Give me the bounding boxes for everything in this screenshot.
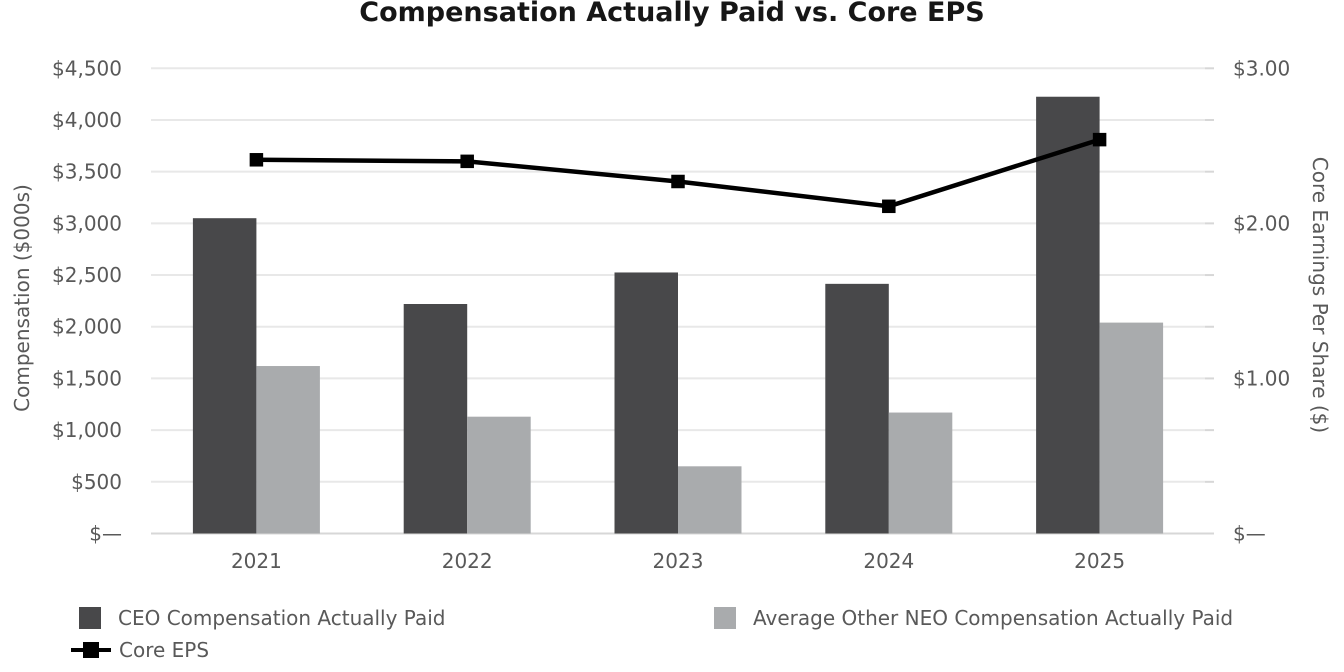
left-axis-tick-label: $500 <box>71 470 122 494</box>
bar-neo-2023 <box>678 466 742 534</box>
legend-label-eps: Core EPS <box>119 638 210 662</box>
right-axis-title: Core Earnings Per Share ($) <box>1308 156 1332 434</box>
right-axis-tick-label: $— <box>1233 522 1266 546</box>
left-axis-title: Compensation ($000s) <box>10 184 34 412</box>
eps-marker-2025 <box>1092 132 1107 147</box>
right-axis-tick-label: $1.00 <box>1233 366 1290 390</box>
left-axis-tick-label: $4,500 <box>52 56 122 80</box>
left-axis-tick-label: $4,000 <box>52 108 122 132</box>
left-axis-tick-label: $3,000 <box>52 211 122 235</box>
left-axis-tick-label: $3,500 <box>52 160 122 184</box>
left-axis-tick-label: $1,000 <box>52 418 122 442</box>
x-axis-label-2025: 2025 <box>1074 549 1125 573</box>
left-axis-tick-label: $2,000 <box>52 315 122 339</box>
eps-marker-2021 <box>249 153 264 167</box>
eps-marker-2022 <box>460 154 474 169</box>
legend-item-neo: Average Other NEO Compensation Actually … <box>714 606 1233 630</box>
x-axis-label-2021: 2021 <box>231 549 282 573</box>
bar-ceo-2025 <box>1036 96 1100 534</box>
bar-neo-2025 <box>1099 322 1164 534</box>
bar-neo-2021 <box>256 366 320 534</box>
x-axis-label-2024: 2024 <box>863 549 914 573</box>
legend-swatch-neo <box>714 607 736 629</box>
bar-ceo-2021 <box>192 218 257 534</box>
bar-neo-2024 <box>888 412 953 534</box>
legend-line-marker-icon <box>71 640 111 660</box>
left-axis-tick-label: $1,500 <box>52 366 122 390</box>
bar-ceo-2023 <box>614 272 678 534</box>
right-axis-tick-label: $3.00 <box>1233 56 1290 80</box>
legend-item-eps: Core EPS <box>71 638 209 662</box>
x-axis-label-2023: 2023 <box>653 549 704 573</box>
bar-ceo-2024 <box>825 283 889 534</box>
eps-marker-2024 <box>882 199 896 214</box>
legend-swatch-ceo <box>79 607 101 629</box>
left-axis-tick-label: $2,500 <box>52 263 122 287</box>
left-axis-tick-label: $— <box>89 522 122 546</box>
eps-line <box>256 137 1101 209</box>
legend-label-neo: Average Other NEO Compensation Actually … <box>753 606 1234 630</box>
legend-label-ceo: CEO Compensation Actually Paid <box>118 606 446 630</box>
legend-item-ceo: CEO Compensation Actually Paid <box>79 606 445 630</box>
bar-neo-2022 <box>467 416 531 534</box>
chart-title: Compensation Actually Paid vs. Core EPS <box>359 0 985 28</box>
x-axis-label-2022: 2022 <box>442 549 493 573</box>
right-axis-tick-label: $2.00 <box>1233 211 1290 235</box>
eps-marker-2023 <box>671 174 685 189</box>
bar-ceo-2022 <box>403 304 468 534</box>
